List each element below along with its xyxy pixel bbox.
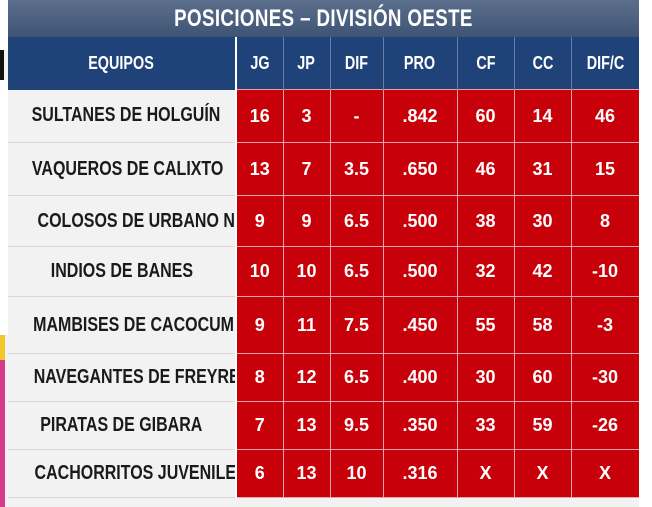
cf-cell: X — [456, 449, 515, 498]
difc-cell: -26 — [570, 401, 640, 450]
column-header-jp: JP — [282, 37, 330, 90]
table-row: COLOSOS DE URBANO NORIS 9 9 6.5 .500 38 … — [8, 195, 640, 247]
dif-cell: 6.5 — [329, 246, 384, 297]
pro-cell: .500 — [382, 246, 458, 297]
page-title: POSICIONES – DIVISIÓN OESTE — [8, 0, 639, 37]
cf-cell: 38 — [456, 195, 515, 247]
jp-cell: 11 — [282, 296, 331, 354]
difc-cell: 46 — [570, 89, 640, 143]
difc-cell: X — [570, 449, 640, 498]
jg-cell: 13 — [235, 142, 284, 196]
cc-cell: 59 — [513, 401, 572, 450]
dif-cell: 9.5 — [329, 401, 384, 450]
jg-cell: 9 — [235, 296, 284, 354]
column-header-jg: JG — [235, 37, 283, 90]
jp-cell: 13 — [282, 449, 331, 498]
team-name-cell: SULTANES DE HOLGUÍN — [8, 89, 237, 143]
left-edge-white — [0, 0, 8, 50]
cf-cell: 33 — [456, 401, 515, 450]
cf-cell: 60 — [456, 89, 515, 143]
table-row: VAQUEROS DE CALIXTO 13 7 3.5 .650 46 31 … — [8, 142, 640, 196]
jg-cell: 8 — [235, 353, 284, 402]
standings-table: EQUIPOS JG JP DIF PRO CF CC DIF/C SULTAN… — [8, 37, 640, 498]
cf-cell: 30 — [456, 353, 515, 402]
cc-cell: 60 — [513, 353, 572, 402]
jg-cell: 16 — [235, 89, 284, 143]
jg-cell: 6 — [235, 449, 284, 498]
pro-cell: .350 — [382, 401, 458, 450]
column-header-pro: PRO — [382, 37, 457, 90]
difc-cell: 8 — [570, 195, 640, 247]
pro-cell: .500 — [382, 195, 458, 247]
jg-cell: 10 — [235, 246, 284, 297]
cc-cell: 42 — [513, 246, 572, 297]
jp-cell: 3 — [282, 89, 331, 143]
dif-cell: - — [329, 89, 384, 143]
dif-cell: 6.5 — [329, 353, 384, 402]
dif-cell: 3.5 — [329, 142, 384, 196]
cf-cell: 46 — [456, 142, 515, 196]
page-title-text: POSICIONES – DIVISIÓN OESTE — [174, 5, 473, 32]
jp-cell: 13 — [282, 401, 331, 450]
jp-cell: 12 — [282, 353, 331, 402]
table-row: NAVEGANTES DE FREYRE 8 12 6.5 .400 30 60… — [8, 353, 640, 402]
left-edge-pink-strip — [0, 360, 5, 507]
cf-cell: 32 — [456, 246, 515, 297]
team-name-cell: CACHORRITOS JUVENILES — [8, 449, 237, 498]
cc-cell: 31 — [513, 142, 572, 196]
difc-cell: -3 — [570, 296, 640, 354]
team-name-cell: PIRATAS DE GIBARA — [8, 401, 237, 450]
cc-cell: 30 — [513, 195, 572, 247]
table-row: INDIOS DE BANES 10 10 6.5 .500 32 42 -10 — [8, 246, 640, 297]
column-header-equipos: EQUIPOS — [8, 37, 237, 90]
jp-cell: 7 — [282, 142, 331, 196]
left-edge-dark-bar — [0, 50, 4, 80]
cc-cell: 58 — [513, 296, 572, 354]
column-header-cf: CF — [456, 37, 514, 90]
table-row: MAMBISES DE CACOCUM 9 11 7.5 .450 55 58 … — [8, 296, 640, 354]
pro-cell: .316 — [382, 449, 458, 498]
table-row: SULTANES DE HOLGUÍN 16 3 - .842 60 14 46 — [8, 89, 640, 143]
difc-cell: -10 — [570, 246, 640, 297]
team-name-cell: INDIOS DE BANES — [8, 246, 237, 297]
dif-cell: 10 — [329, 449, 384, 498]
left-edge-yellow-strip — [0, 335, 5, 360]
team-name-cell: NAVEGANTES DE FREYRE — [8, 353, 237, 402]
cc-cell: 14 — [513, 89, 572, 143]
dif-cell: 6.5 — [329, 195, 384, 247]
jg-cell: 9 — [235, 195, 284, 247]
right-frame-edge — [639, 0, 652, 507]
difc-cell: 15 — [570, 142, 640, 196]
jp-cell: 10 — [282, 246, 331, 297]
table-row: CACHORRITOS JUVENILES 6 13 10 .316 X X X — [8, 449, 640, 498]
difc-cell: -30 — [570, 353, 640, 402]
left-edge-white-lower — [0, 80, 8, 335]
jp-cell: 9 — [282, 195, 331, 247]
pro-cell: .450 — [382, 296, 458, 354]
pro-cell: .842 — [382, 89, 458, 143]
cf-cell: 55 — [456, 296, 515, 354]
pro-cell: .400 — [382, 353, 458, 402]
team-name-cell: VAQUEROS DE CALIXTO — [8, 142, 237, 196]
header-row: EQUIPOS JG JP DIF PRO CF CC DIF/C — [8, 37, 639, 90]
cc-cell: X — [513, 449, 572, 498]
table-row: PIRATAS DE GIBARA 7 13 9.5 .350 33 59 -2… — [8, 401, 640, 450]
jg-cell: 7 — [235, 401, 284, 450]
column-header-cc: CC — [513, 37, 571, 90]
column-header-difc: DIF/C — [570, 37, 639, 90]
dif-cell: 7.5 — [329, 296, 384, 354]
team-name-cell: COLOSOS DE URBANO NORIS — [8, 195, 237, 247]
column-header-dif: DIF — [329, 37, 383, 90]
team-name-cell: MAMBISES DE CACOCUM — [8, 296, 237, 354]
pro-cell: .650 — [382, 142, 458, 196]
